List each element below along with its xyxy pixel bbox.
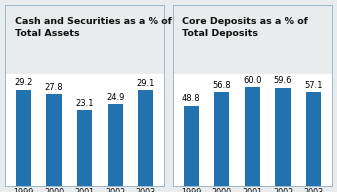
Bar <box>138 90 153 186</box>
Text: 23.1: 23.1 <box>75 98 94 108</box>
Text: Core Deposits as a % of
Total Deposits: Core Deposits as a % of Total Deposits <box>182 17 308 38</box>
Text: 27.8: 27.8 <box>45 83 63 92</box>
Bar <box>16 90 31 186</box>
Text: 60.0: 60.0 <box>243 76 262 85</box>
Text: 29.2: 29.2 <box>14 78 33 87</box>
Bar <box>306 92 321 186</box>
Bar <box>245 87 260 186</box>
Text: 29.1: 29.1 <box>136 79 155 88</box>
Bar <box>108 104 123 186</box>
Bar <box>275 88 290 186</box>
Bar <box>77 110 92 186</box>
Text: 48.8: 48.8 <box>182 94 201 103</box>
Text: 59.6: 59.6 <box>274 76 292 85</box>
Text: 56.8: 56.8 <box>213 81 231 90</box>
Bar <box>214 92 229 186</box>
Text: 57.1: 57.1 <box>304 80 323 89</box>
Bar <box>47 94 62 186</box>
Text: Cash and Securities as a % of
Total Assets: Cash and Securities as a % of Total Asse… <box>14 17 172 38</box>
Bar <box>184 106 199 186</box>
Text: 24.9: 24.9 <box>106 93 124 102</box>
